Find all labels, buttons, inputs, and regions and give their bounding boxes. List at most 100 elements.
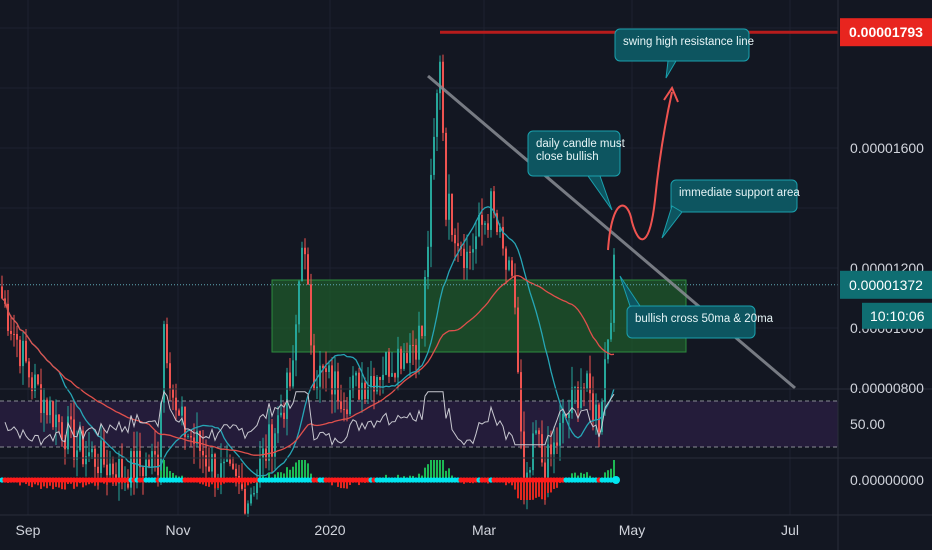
candle-body bbox=[25, 340, 27, 362]
candle-body bbox=[133, 451, 135, 479]
candle-body bbox=[556, 442, 558, 446]
candle-body bbox=[559, 422, 561, 446]
candle-body bbox=[571, 387, 573, 414]
cross-note-text: bullish cross 50ma & 20ma bbox=[635, 313, 774, 325]
candle-body bbox=[277, 415, 279, 434]
candle-body bbox=[346, 409, 348, 415]
candle-body bbox=[373, 376, 375, 392]
candle-body bbox=[499, 226, 501, 233]
candle-body bbox=[88, 452, 90, 457]
candle-body bbox=[436, 93, 438, 137]
candle-body bbox=[7, 303, 9, 331]
candle-body bbox=[202, 450, 204, 456]
candle-body bbox=[181, 406, 183, 416]
candle-body bbox=[400, 348, 402, 369]
candle-body bbox=[598, 404, 600, 432]
candle-body bbox=[229, 459, 231, 464]
candle-body bbox=[199, 430, 201, 451]
support-note-text: immediate support area bbox=[679, 187, 800, 199]
candle-body bbox=[34, 374, 36, 392]
candle-body bbox=[256, 477, 258, 493]
candle-body bbox=[211, 454, 213, 472]
candle-body bbox=[244, 488, 246, 514]
candle-body bbox=[340, 401, 342, 410]
price-tick-label: 0.00000800 bbox=[850, 380, 924, 396]
candle-body bbox=[352, 375, 354, 391]
candle-body bbox=[430, 174, 432, 247]
candle-body bbox=[343, 409, 345, 411]
current-price-label: 0.00001372 bbox=[849, 277, 923, 293]
candle-body bbox=[175, 397, 177, 411]
candle-body bbox=[307, 254, 309, 285]
candle-body bbox=[433, 136, 435, 175]
candle-body bbox=[574, 387, 576, 389]
candle-body bbox=[139, 450, 141, 468]
time-tick-label: Sep bbox=[16, 522, 41, 538]
candle-body bbox=[472, 249, 474, 253]
oscillator-tick-label: 0.00000000 bbox=[850, 472, 924, 488]
candle-body bbox=[271, 424, 273, 457]
candle-body bbox=[577, 387, 579, 409]
candle-body bbox=[160, 402, 162, 476]
candle-body bbox=[91, 448, 93, 453]
candle-body bbox=[286, 372, 288, 419]
candle-body bbox=[364, 382, 366, 399]
candle-body bbox=[529, 470, 531, 473]
candle-body bbox=[169, 363, 171, 389]
time-tick-label: 2020 bbox=[314, 522, 345, 538]
cross-note-box bbox=[626, 305, 756, 339]
candle-body bbox=[85, 456, 87, 465]
candle-body bbox=[43, 399, 45, 413]
candle-body bbox=[301, 247, 303, 282]
candle-body bbox=[328, 365, 330, 372]
candle-body bbox=[403, 353, 405, 369]
candle-body bbox=[79, 430, 81, 451]
candle-body bbox=[40, 384, 42, 413]
candle-body bbox=[196, 430, 198, 444]
candle-body bbox=[592, 393, 594, 421]
candle-body bbox=[145, 459, 147, 477]
candle-body bbox=[409, 344, 411, 363]
candle-body bbox=[568, 413, 570, 418]
candle-body bbox=[520, 372, 522, 432]
oscillator-last-dot bbox=[612, 476, 620, 484]
candle-body bbox=[22, 340, 24, 367]
candle-body bbox=[184, 406, 186, 437]
candle-note-box bbox=[527, 130, 621, 177]
candle-body bbox=[397, 348, 399, 378]
candle-body bbox=[538, 430, 540, 435]
candle-body bbox=[46, 399, 48, 416]
candle-body bbox=[295, 324, 297, 361]
candle-body bbox=[544, 462, 546, 490]
price-tick-label: 0.00001600 bbox=[850, 140, 924, 156]
candle-body bbox=[490, 191, 492, 230]
support-zone bbox=[271, 279, 687, 353]
support-zone-layer bbox=[271, 279, 687, 353]
candle-body bbox=[583, 387, 585, 390]
candle-body bbox=[106, 464, 108, 476]
candle-body bbox=[454, 234, 456, 244]
candle-body bbox=[541, 434, 543, 463]
candle-body bbox=[100, 440, 102, 474]
candle-body bbox=[487, 223, 489, 230]
candle-body bbox=[547, 444, 549, 490]
candle-body bbox=[205, 455, 207, 467]
candle-body bbox=[280, 412, 282, 416]
candle-body bbox=[466, 251, 468, 269]
candle-body bbox=[178, 410, 180, 416]
candle-body bbox=[55, 414, 57, 428]
support-note-pointer bbox=[661, 205, 683, 239]
candle-body bbox=[550, 444, 552, 455]
candle-body bbox=[493, 191, 495, 214]
candle-body bbox=[334, 371, 336, 395]
candle-body bbox=[31, 377, 33, 392]
candle-body bbox=[148, 459, 150, 468]
candle-body bbox=[553, 442, 555, 455]
candle-body bbox=[406, 353, 408, 363]
candle-body bbox=[475, 236, 477, 250]
candle-body bbox=[367, 387, 369, 399]
candle-body bbox=[166, 324, 168, 364]
candle-body bbox=[109, 463, 111, 476]
resistance-note-box bbox=[614, 28, 750, 62]
candle-body bbox=[136, 450, 138, 479]
